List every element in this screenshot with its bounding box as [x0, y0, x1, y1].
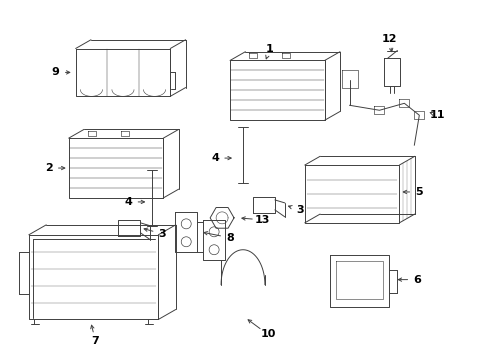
Text: 3: 3 [295, 205, 303, 215]
Text: 5: 5 [415, 187, 422, 197]
Text: 13: 13 [254, 215, 269, 225]
Text: 6: 6 [412, 275, 420, 285]
Text: 8: 8 [226, 233, 233, 243]
Text: 7: 7 [92, 336, 99, 346]
Text: 4: 4 [124, 197, 132, 207]
Text: 11: 11 [428, 110, 444, 120]
Text: 3: 3 [158, 229, 166, 239]
Text: 4: 4 [211, 153, 219, 163]
Text: 12: 12 [381, 33, 396, 44]
Text: 9: 9 [52, 67, 60, 77]
Text: 1: 1 [265, 44, 273, 54]
Text: 2: 2 [45, 163, 53, 173]
Text: 10: 10 [260, 329, 275, 339]
